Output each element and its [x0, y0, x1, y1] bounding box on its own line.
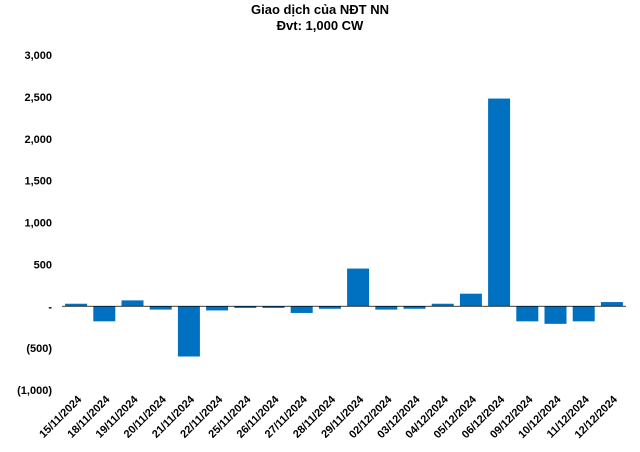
y-tick-label: 2,000	[24, 134, 52, 146]
bar	[403, 306, 426, 309]
y-tick-label: 500	[34, 259, 52, 271]
bar	[488, 98, 511, 307]
bar	[234, 306, 257, 308]
y-tick-label: 2,500	[24, 92, 52, 104]
bars	[65, 98, 623, 357]
chart-title: Giao dịch của NĐT NN Đvt: 1,000 CW	[0, 2, 640, 34]
x-axis-labels: 15/11/202418/11/202419/11/202420/11/2024…	[37, 393, 620, 441]
bar	[149, 306, 172, 310]
bar	[347, 268, 370, 307]
bar	[318, 306, 341, 309]
bar	[206, 306, 229, 311]
bar	[600, 302, 623, 307]
bar	[121, 300, 144, 307]
bar	[516, 306, 539, 322]
chart-subtitle-line: Đvt: 1,000 CW	[276, 18, 364, 33]
bar	[459, 293, 482, 307]
y-axis-labels: 3,000 2,500 2,000 1,500 1,000 500 - (500) (1,000…	[17, 50, 52, 397]
bar	[290, 306, 313, 313]
bar	[262, 306, 285, 308]
bar	[431, 303, 454, 307]
y-tick-label: 3,000	[24, 50, 52, 62]
y-tick-label: 1,500	[24, 176, 52, 188]
y-tick-label: 1,000	[24, 218, 52, 230]
y-tick-label: (1,000)	[17, 385, 52, 397]
chart-title-line: Giao dịch của NĐT NN	[251, 2, 389, 17]
bar	[65, 303, 88, 307]
bar	[572, 306, 595, 322]
bar	[177, 306, 200, 357]
bar	[375, 306, 398, 310]
y-tick-label: (500)	[26, 343, 52, 355]
bar	[93, 306, 116, 322]
y-tick-label: -	[48, 301, 52, 313]
bar	[544, 306, 567, 324]
